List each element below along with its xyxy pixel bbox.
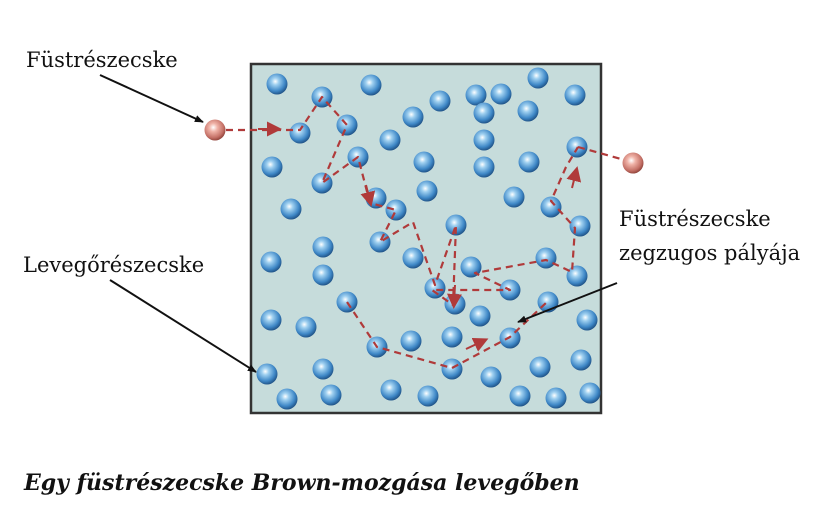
zigzag-path-bottom <box>346 300 549 370</box>
air-particle <box>518 151 540 173</box>
air-particle <box>402 106 424 128</box>
air-particle <box>564 84 586 106</box>
air-particle <box>311 172 333 194</box>
air-particle <box>260 251 282 273</box>
air-particle <box>490 83 512 105</box>
smoke-particle-start <box>204 119 226 141</box>
air-particle <box>570 349 592 371</box>
air-particle <box>465 84 487 106</box>
air-particle <box>579 382 601 404</box>
smoke-particle-label: Füstrészecske <box>26 48 178 72</box>
air-particle <box>336 114 358 136</box>
air-particle <box>416 180 438 202</box>
air-particle <box>289 122 311 144</box>
air-particle <box>369 231 391 253</box>
path-arrowhead <box>360 184 376 207</box>
path-arrowhead <box>566 166 582 189</box>
path-label-line2: zegzugos pályája <box>619 241 800 265</box>
air-particle <box>320 384 342 406</box>
air-particle <box>312 264 334 286</box>
air-particle <box>576 309 598 331</box>
air-particle-label: Levegőrészecske <box>23 253 204 277</box>
air-particle <box>402 247 424 269</box>
air-particle <box>441 326 463 348</box>
air-particle <box>529 356 551 378</box>
air-particle-pointer-arrow <box>109 279 257 373</box>
air-particle <box>380 379 402 401</box>
air-particle <box>517 100 539 122</box>
air-particle <box>569 215 591 237</box>
air-particle <box>527 67 549 89</box>
air-particle <box>535 247 557 269</box>
air-particle <box>473 156 495 178</box>
air-particle <box>445 214 467 236</box>
air-particle <box>473 129 495 151</box>
air-particle <box>276 388 298 410</box>
air-particle <box>441 358 463 380</box>
air-particle <box>566 265 588 287</box>
air-particle <box>312 358 334 380</box>
air-particle <box>261 156 283 178</box>
air-particle <box>473 102 495 124</box>
caption: Egy füstrészecske Brown-mozgása levegőbe… <box>23 470 580 496</box>
path-arrowhead <box>465 338 489 352</box>
air-particle <box>480 366 502 388</box>
air-particle <box>266 73 288 95</box>
air-particle <box>424 277 446 299</box>
path-pointer-arrow <box>517 282 618 323</box>
air-particle <box>360 74 382 96</box>
smoke-particle-pointer-arrow <box>99 74 204 123</box>
air-particle <box>295 316 317 338</box>
air-container-box <box>249 62 603 415</box>
air-particle <box>312 236 334 258</box>
air-particle <box>509 385 531 407</box>
air-particle <box>280 198 302 220</box>
smoke-particle-end <box>622 152 644 174</box>
path-arrowhead <box>447 284 462 309</box>
path-direction-arrows <box>258 121 582 352</box>
air-particle <box>540 196 562 218</box>
zigzag-path <box>214 95 579 307</box>
air-particle <box>429 90 451 112</box>
air-particle <box>469 305 491 327</box>
air-particle <box>385 199 407 221</box>
air-particle <box>413 151 435 173</box>
path-label-line1: Füstrészecske <box>619 207 771 231</box>
air-particle <box>503 186 525 208</box>
zigzag-path-exit <box>577 145 633 164</box>
air-particle <box>379 129 401 151</box>
air-particle <box>260 309 282 331</box>
air-particle <box>545 387 567 409</box>
air-particle <box>400 330 422 352</box>
air-particle <box>256 363 278 385</box>
air-particle <box>417 385 439 407</box>
